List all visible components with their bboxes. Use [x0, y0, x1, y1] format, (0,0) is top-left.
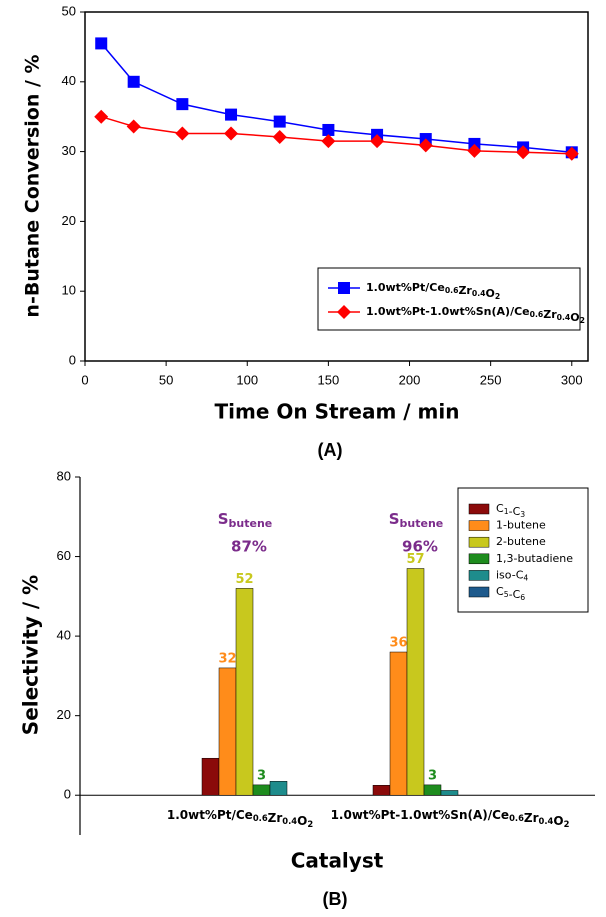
legend-swatch [468, 586, 490, 598]
x-tick-label: 1.0wt%Pt/Ce0.6Zr0.4O2 [167, 808, 313, 829]
value-label: 36 [389, 636, 407, 651]
x-tick-label: 100 [236, 372, 258, 387]
plot-frame [84, 11, 589, 362]
x-axis-title: Time On Stream / min [215, 400, 460, 424]
x-tick-label: 150 [318, 372, 340, 387]
y-tick-label: 20 [57, 707, 71, 722]
marker [564, 146, 579, 161]
annotation-symbol: Sbutene [389, 510, 444, 531]
annotation-value: 96% [402, 538, 438, 556]
marker [126, 119, 141, 134]
bar [423, 784, 442, 796]
y-tick-label: 50 [62, 3, 76, 18]
legend-label: C1-C3 [496, 502, 525, 519]
y-tick-label: 20 [62, 213, 76, 228]
bar [440, 790, 459, 796]
marker [467, 143, 482, 158]
legend-swatch [468, 503, 490, 515]
annotation-subscript: butene [400, 517, 444, 530]
value-label: 57 [406, 552, 424, 567]
y-tick-label: 60 [57, 548, 71, 563]
bar [269, 781, 288, 796]
annotation-symbol: Sbutene [218, 510, 273, 531]
x-tick-label: 200 [399, 372, 421, 387]
marker [272, 129, 287, 144]
x-tick-label: 50 [159, 372, 173, 387]
bar [406, 568, 425, 796]
value-label: 32 [218, 651, 236, 666]
x-axis-title: Catalyst [291, 849, 384, 873]
marker [273, 115, 286, 128]
marker [224, 126, 239, 141]
marker [418, 138, 433, 153]
caption: (A) [318, 440, 343, 460]
legend-swatch [468, 553, 490, 565]
x-tick-label: 250 [480, 372, 502, 387]
y-tick-label: 80 [57, 468, 71, 483]
legend-label: iso-C4 [496, 568, 528, 582]
marker [516, 145, 531, 160]
value-label: 3 [257, 768, 266, 783]
bar [252, 784, 271, 796]
marker [94, 109, 109, 124]
y-axis-title: Selectivity / % [19, 575, 43, 735]
y-tick-label: 0 [64, 787, 71, 802]
x-tick-label: 300 [561, 372, 583, 387]
bar [235, 588, 254, 796]
series-line [100, 42, 572, 154]
x-tick-label: 1.0wt%Pt-1.0wt%Sn(A)/Ce0.6Zr0.4O2 [331, 808, 570, 829]
marker [95, 37, 108, 50]
marker [225, 108, 238, 121]
y-axis-title: n-Butane Conversion / % [22, 54, 44, 317]
marker [127, 75, 140, 88]
bar [218, 667, 237, 796]
annotation-value: 87% [231, 538, 267, 556]
x-tick-label: 0 [81, 372, 88, 387]
y-tick-label: 10 [62, 283, 76, 298]
bar [372, 785, 391, 796]
legend-swatch [468, 536, 490, 548]
legend-label: 1.0wt%Pt-1.0wt%Sn(A)/Ce0.6Zr0.4O2 [366, 305, 585, 325]
annotation-letter: S [218, 510, 229, 528]
marker [338, 282, 350, 294]
marker [175, 126, 190, 141]
caption: (B) [323, 889, 348, 909]
marker [322, 123, 335, 136]
y-tick-label: 40 [57, 628, 71, 643]
marker [176, 98, 189, 111]
value-label: 3 [428, 768, 437, 783]
legend-label: 2-butene [496, 535, 546, 548]
legend-swatch [468, 520, 490, 531]
legend-label: 1.0wt%Pt/Ce0.6Zr0.4O2 [366, 281, 500, 301]
y-tick-label: 0 [69, 352, 76, 367]
value-label: 52 [235, 572, 253, 587]
marker [370, 134, 385, 149]
annotation-subscript: butene [229, 517, 273, 530]
legend-swatch [468, 570, 490, 581]
series-line [101, 115, 572, 155]
legend-box [317, 267, 581, 331]
legend-label: 1-butene [496, 519, 546, 532]
marker [337, 305, 351, 319]
marker [321, 134, 336, 149]
bar [389, 651, 408, 796]
legend-label: 1,3-butadiene [496, 552, 573, 565]
annotation-letter: S [389, 510, 400, 528]
bar [201, 757, 220, 796]
y-tick-label: 30 [62, 143, 76, 158]
legend-label: C5-C6 [496, 585, 525, 602]
y-tick-label: 40 [62, 73, 76, 88]
